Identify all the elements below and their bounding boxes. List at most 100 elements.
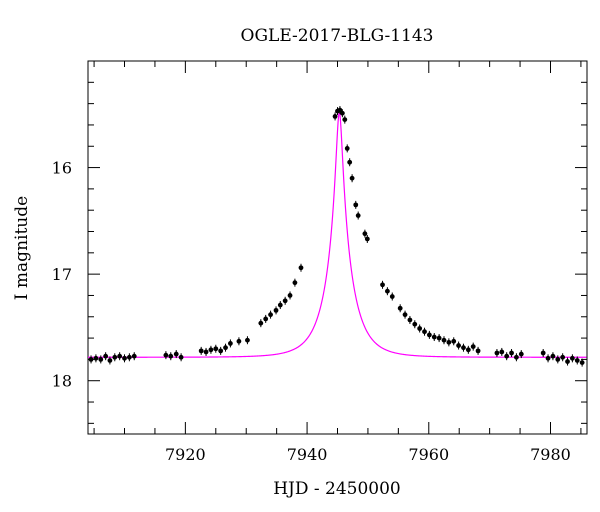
data-point bbox=[574, 356, 580, 365]
y-tick-label: 18 bbox=[52, 372, 72, 391]
data-point bbox=[339, 109, 345, 118]
data-point bbox=[402, 310, 408, 319]
point-marker bbox=[417, 326, 423, 331]
data-point bbox=[475, 346, 481, 355]
data-point bbox=[263, 314, 269, 323]
point-marker bbox=[213, 346, 219, 352]
point-marker bbox=[227, 341, 233, 346]
data-point bbox=[550, 352, 556, 361]
data-point bbox=[362, 229, 368, 238]
point-marker bbox=[364, 236, 370, 242]
data-point bbox=[465, 345, 471, 354]
point-marker bbox=[163, 352, 169, 358]
y-tick-label: 16 bbox=[52, 159, 72, 178]
data-point bbox=[213, 344, 219, 353]
data-point bbox=[412, 320, 418, 329]
point-marker bbox=[402, 312, 408, 318]
point-marker bbox=[545, 355, 551, 361]
model-curve bbox=[88, 112, 587, 358]
point-marker bbox=[569, 355, 575, 361]
data-point bbox=[451, 337, 457, 346]
data-point bbox=[117, 352, 123, 361]
point-marker bbox=[494, 350, 500, 356]
data-point bbox=[218, 346, 224, 355]
data-point bbox=[287, 291, 293, 300]
data-point bbox=[461, 343, 466, 352]
point-marker bbox=[349, 175, 355, 181]
point-marker bbox=[103, 353, 109, 359]
point-marker bbox=[470, 344, 476, 350]
point-marker bbox=[268, 312, 273, 318]
x-tick-label: 7960 bbox=[408, 445, 449, 464]
data-point bbox=[355, 211, 361, 220]
data-point bbox=[332, 112, 338, 121]
data-point bbox=[93, 354, 99, 363]
data-point bbox=[494, 349, 500, 358]
data-point bbox=[103, 352, 109, 361]
point-marker bbox=[397, 305, 403, 311]
data-point bbox=[342, 115, 348, 124]
data-point bbox=[364, 234, 370, 243]
data-point bbox=[499, 347, 505, 356]
point-marker bbox=[131, 353, 137, 359]
data-points bbox=[88, 106, 585, 367]
point-marker bbox=[332, 114, 338, 119]
point-marker bbox=[173, 351, 179, 357]
data-point bbox=[203, 347, 209, 356]
data-point bbox=[431, 333, 437, 342]
point-marker bbox=[451, 338, 457, 344]
point-marker bbox=[339, 110, 345, 116]
data-point bbox=[98, 355, 104, 364]
axis-ticks bbox=[88, 60, 587, 434]
point-marker bbox=[292, 280, 298, 286]
point-marker bbox=[287, 293, 293, 298]
plot-frame bbox=[87, 60, 588, 435]
data-point bbox=[470, 342, 476, 351]
point-marker bbox=[565, 359, 570, 364]
point-marker bbox=[436, 335, 442, 341]
data-point bbox=[347, 158, 353, 167]
data-point bbox=[545, 354, 551, 363]
data-point bbox=[389, 292, 395, 301]
point-marker bbox=[98, 357, 104, 362]
point-marker bbox=[344, 145, 350, 151]
point-marker bbox=[385, 288, 390, 294]
point-marker bbox=[518, 351, 524, 357]
data-point bbox=[436, 334, 442, 343]
y-tick-label: 17 bbox=[52, 265, 72, 284]
data-point bbox=[385, 287, 390, 296]
data-point bbox=[349, 174, 355, 183]
point-marker bbox=[389, 294, 395, 299]
data-point bbox=[88, 355, 94, 364]
data-point bbox=[273, 306, 279, 315]
data-point bbox=[107, 356, 113, 365]
point-marker bbox=[223, 345, 228, 351]
data-point bbox=[344, 144, 350, 153]
point-marker bbox=[560, 354, 566, 360]
point-marker bbox=[456, 343, 461, 348]
data-point bbox=[292, 278, 298, 287]
data-point bbox=[112, 353, 118, 362]
data-point bbox=[518, 350, 524, 359]
x-tick-label: 7940 bbox=[287, 445, 328, 464]
point-marker bbox=[555, 357, 561, 362]
point-marker bbox=[122, 355, 127, 361]
y-axis-label: I magnitude bbox=[12, 196, 32, 300]
data-point bbox=[397, 304, 403, 313]
data-point bbox=[417, 324, 423, 333]
point-marker bbox=[282, 298, 288, 304]
point-marker bbox=[579, 360, 585, 365]
data-point bbox=[131, 352, 137, 361]
point-marker bbox=[550, 353, 556, 359]
point-marker bbox=[446, 339, 452, 345]
point-marker bbox=[203, 349, 209, 355]
data-point bbox=[277, 301, 283, 310]
point-marker bbox=[277, 302, 283, 308]
point-marker bbox=[426, 332, 432, 338]
data-point bbox=[426, 330, 432, 339]
point-marker bbox=[355, 213, 361, 218]
data-point bbox=[208, 345, 214, 354]
data-point bbox=[514, 353, 519, 362]
data-point bbox=[198, 346, 204, 355]
